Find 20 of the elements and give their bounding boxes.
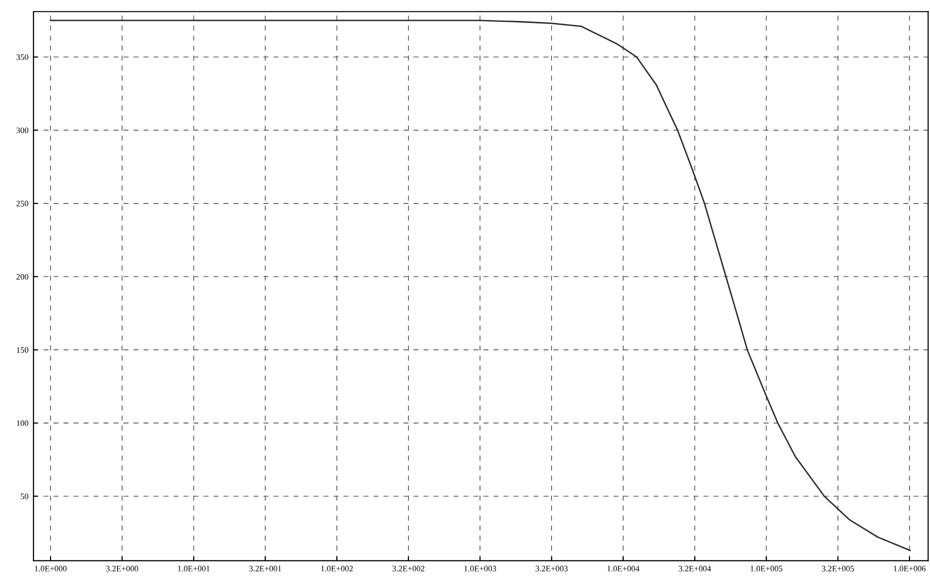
x-tick-label: 3.2E+001 bbox=[249, 566, 282, 572]
y-tick-label: 150 bbox=[16, 347, 28, 353]
x-tick-label: 1.0E+003 bbox=[464, 566, 496, 572]
x-tick-label: 1.0E+002 bbox=[321, 566, 353, 572]
y-tick-label: 200 bbox=[16, 274, 28, 280]
x-tick-label: 1.0E+000 bbox=[34, 566, 67, 572]
x-tick-label: 1.0E+006 bbox=[894, 566, 926, 572]
y-tick-label: 100 bbox=[16, 420, 28, 426]
x-tick-label: 1.0E+001 bbox=[178, 566, 210, 572]
x-tick-label: 3.2E+004 bbox=[678, 566, 711, 572]
y-tick-label: 350 bbox=[16, 54, 28, 60]
y-tick-label: 300 bbox=[16, 128, 28, 134]
x-tick-label: 3.2E+002 bbox=[392, 566, 424, 572]
x-tick-label: 1.0E+004 bbox=[608, 566, 640, 572]
x-tick-label: 3.2E+005 bbox=[822, 566, 854, 572]
x-tick-label: 3.2E+003 bbox=[536, 566, 568, 572]
y-tick-label: 50 bbox=[20, 494, 28, 500]
x-tick-label: 3.2E+000 bbox=[106, 566, 138, 572]
x-tick-label: 1.0E+005 bbox=[750, 566, 782, 572]
y-tick-label: 250 bbox=[16, 200, 28, 206]
